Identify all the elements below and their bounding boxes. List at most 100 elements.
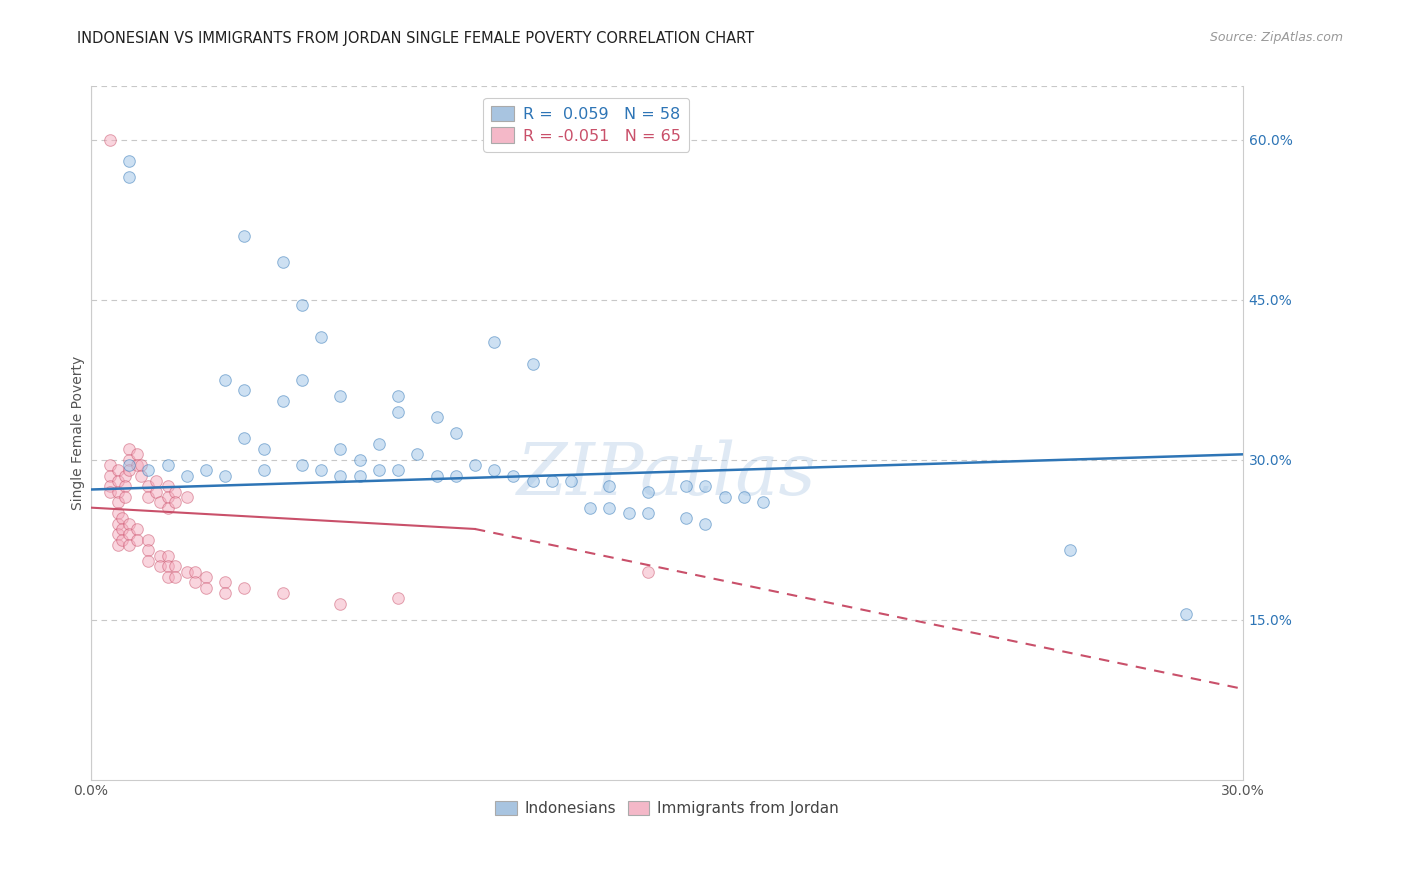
Legend: Indonesians, Immigrants from Jordan: Indonesians, Immigrants from Jordan	[488, 793, 846, 824]
Point	[329, 442, 352, 456]
Point	[637, 506, 659, 520]
Point	[406, 447, 429, 461]
Point	[165, 495, 187, 509]
Point	[540, 474, 562, 488]
Point	[387, 404, 409, 418]
Point	[156, 500, 179, 515]
Point	[156, 559, 179, 574]
Point	[118, 169, 141, 184]
Point	[233, 384, 256, 398]
Point	[114, 468, 136, 483]
Point	[110, 522, 132, 536]
Point	[387, 389, 409, 403]
Point	[129, 458, 152, 472]
Point	[107, 527, 129, 541]
Point	[291, 298, 314, 312]
Point	[271, 586, 294, 600]
Point	[156, 490, 179, 504]
Point	[675, 511, 697, 525]
Point	[387, 591, 409, 606]
Point	[149, 559, 172, 574]
Point	[233, 431, 256, 445]
Point	[482, 463, 505, 477]
Point	[329, 468, 352, 483]
Point	[156, 458, 179, 472]
Point	[118, 452, 141, 467]
Point	[752, 495, 775, 509]
Point	[156, 479, 179, 493]
Point	[309, 330, 332, 344]
Point	[291, 373, 314, 387]
Point	[98, 484, 121, 499]
Point	[444, 425, 467, 440]
Point	[183, 575, 205, 590]
Point	[138, 533, 160, 547]
Point	[125, 447, 148, 461]
Point	[125, 522, 148, 536]
Point	[118, 154, 141, 169]
Point	[114, 490, 136, 504]
Point	[425, 409, 447, 424]
Point	[107, 538, 129, 552]
Point	[617, 506, 640, 520]
Point	[118, 527, 141, 541]
Point	[329, 389, 352, 403]
Point	[149, 495, 172, 509]
Point	[1174, 607, 1197, 622]
Point	[271, 255, 294, 269]
Point	[637, 565, 659, 579]
Point	[176, 565, 198, 579]
Point	[560, 474, 582, 488]
Point	[107, 474, 129, 488]
Point	[579, 500, 602, 515]
Point	[156, 570, 179, 584]
Point	[329, 597, 352, 611]
Point	[149, 549, 172, 563]
Point	[444, 468, 467, 483]
Point	[165, 559, 187, 574]
Point	[110, 511, 132, 525]
Y-axis label: Single Female Poverty: Single Female Poverty	[72, 356, 86, 510]
Point	[291, 458, 314, 472]
Point	[195, 463, 218, 477]
Point	[637, 484, 659, 499]
Point	[138, 543, 160, 558]
Point	[138, 490, 160, 504]
Point	[145, 474, 167, 488]
Point	[107, 495, 129, 509]
Point	[98, 468, 121, 483]
Point	[110, 533, 132, 547]
Point	[695, 479, 717, 493]
Point	[349, 452, 371, 467]
Text: Source: ZipAtlas.com: Source: ZipAtlas.com	[1209, 31, 1343, 45]
Point	[522, 357, 544, 371]
Point	[464, 458, 486, 472]
Point	[214, 575, 236, 590]
Point	[387, 463, 409, 477]
Point	[183, 565, 205, 579]
Point	[233, 581, 256, 595]
Point	[367, 463, 389, 477]
Point	[114, 479, 136, 493]
Point	[98, 133, 121, 147]
Point	[165, 570, 187, 584]
Point	[118, 463, 141, 477]
Point	[598, 479, 620, 493]
Text: ZIPatlas: ZIPatlas	[517, 440, 817, 510]
Point	[1059, 543, 1081, 558]
Point	[107, 484, 129, 499]
Point	[713, 490, 735, 504]
Point	[214, 468, 236, 483]
Point	[195, 570, 218, 584]
Point	[214, 586, 236, 600]
Point	[98, 479, 121, 493]
Point	[118, 538, 141, 552]
Point	[598, 500, 620, 515]
Point	[522, 474, 544, 488]
Point	[125, 458, 148, 472]
Point	[138, 463, 160, 477]
Point	[253, 463, 276, 477]
Point	[165, 484, 187, 499]
Point	[107, 463, 129, 477]
Point	[675, 479, 697, 493]
